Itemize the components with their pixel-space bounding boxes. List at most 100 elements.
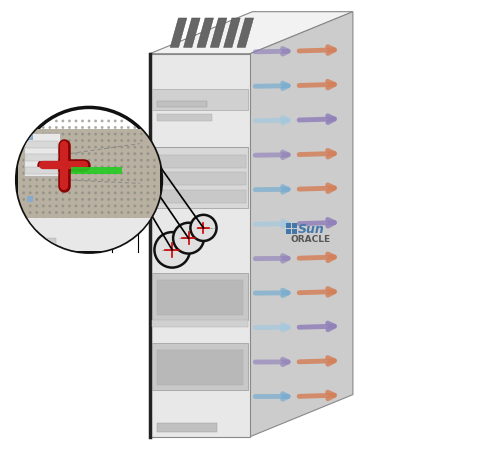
Circle shape (107, 126, 110, 129)
Circle shape (22, 178, 25, 181)
Circle shape (61, 185, 64, 188)
Circle shape (120, 205, 123, 207)
Circle shape (68, 198, 71, 201)
FancyArrowPatch shape (255, 325, 288, 330)
Circle shape (22, 159, 25, 162)
Circle shape (81, 211, 84, 214)
Circle shape (107, 146, 110, 149)
Circle shape (120, 126, 123, 129)
Circle shape (107, 165, 110, 168)
Bar (155, 155, 246, 168)
FancyArrowPatch shape (299, 392, 334, 399)
Circle shape (140, 191, 143, 194)
Circle shape (29, 191, 31, 194)
Bar (152, 273, 248, 320)
Circle shape (120, 231, 123, 234)
Circle shape (49, 139, 51, 142)
Circle shape (134, 159, 136, 162)
Polygon shape (150, 12, 353, 54)
Circle shape (127, 159, 130, 162)
Circle shape (49, 198, 51, 201)
Circle shape (140, 211, 143, 214)
Circle shape (75, 211, 78, 214)
Circle shape (42, 211, 45, 214)
Circle shape (134, 152, 136, 155)
Circle shape (114, 165, 116, 168)
Circle shape (42, 159, 45, 162)
Circle shape (134, 133, 136, 135)
Circle shape (127, 178, 130, 181)
Bar (27, 134, 32, 140)
Circle shape (134, 218, 136, 220)
Circle shape (107, 198, 110, 201)
Circle shape (35, 152, 38, 155)
Circle shape (81, 159, 84, 162)
Circle shape (88, 231, 90, 234)
Circle shape (61, 205, 64, 207)
Circle shape (94, 178, 97, 181)
Circle shape (68, 165, 71, 168)
Circle shape (101, 211, 104, 214)
Circle shape (101, 146, 104, 149)
Circle shape (88, 224, 90, 227)
Circle shape (134, 126, 136, 129)
Circle shape (55, 224, 58, 227)
Circle shape (29, 159, 31, 162)
Circle shape (94, 205, 97, 207)
Circle shape (114, 152, 116, 155)
Circle shape (94, 172, 97, 175)
Circle shape (120, 152, 123, 155)
Circle shape (114, 218, 116, 220)
Circle shape (55, 172, 58, 175)
Circle shape (120, 198, 123, 201)
Circle shape (35, 172, 38, 175)
Circle shape (101, 159, 104, 162)
Circle shape (155, 232, 190, 268)
Circle shape (127, 172, 130, 175)
Circle shape (140, 146, 143, 149)
Bar (155, 190, 246, 203)
Circle shape (55, 126, 58, 129)
Circle shape (75, 205, 78, 207)
FancyArrowPatch shape (299, 254, 334, 261)
Circle shape (146, 191, 149, 194)
Circle shape (22, 172, 25, 175)
Circle shape (107, 211, 110, 214)
Circle shape (88, 159, 90, 162)
Circle shape (101, 126, 104, 129)
Circle shape (88, 133, 90, 135)
Circle shape (75, 172, 78, 175)
Circle shape (29, 152, 31, 155)
Circle shape (88, 237, 90, 240)
Polygon shape (223, 18, 240, 48)
FancyArrowPatch shape (299, 47, 334, 53)
Circle shape (107, 205, 110, 207)
Bar (157, 280, 243, 315)
Circle shape (127, 224, 130, 227)
Circle shape (55, 165, 58, 168)
Circle shape (114, 159, 116, 162)
Circle shape (75, 159, 78, 162)
Circle shape (35, 146, 38, 149)
Polygon shape (150, 54, 250, 437)
Circle shape (127, 231, 130, 234)
Circle shape (120, 178, 123, 181)
Circle shape (81, 120, 84, 122)
Circle shape (107, 191, 110, 194)
Circle shape (81, 185, 84, 188)
Circle shape (29, 172, 31, 175)
Circle shape (81, 205, 84, 207)
Circle shape (22, 165, 25, 168)
Circle shape (61, 231, 64, 234)
Circle shape (61, 120, 64, 122)
Text: ORACLE: ORACLE (291, 235, 331, 244)
Circle shape (120, 133, 123, 135)
Circle shape (94, 139, 97, 142)
Circle shape (81, 224, 84, 227)
Circle shape (81, 139, 84, 142)
Circle shape (55, 139, 58, 142)
Circle shape (127, 146, 130, 149)
Bar (157, 350, 243, 385)
Circle shape (55, 152, 58, 155)
Circle shape (55, 205, 58, 207)
